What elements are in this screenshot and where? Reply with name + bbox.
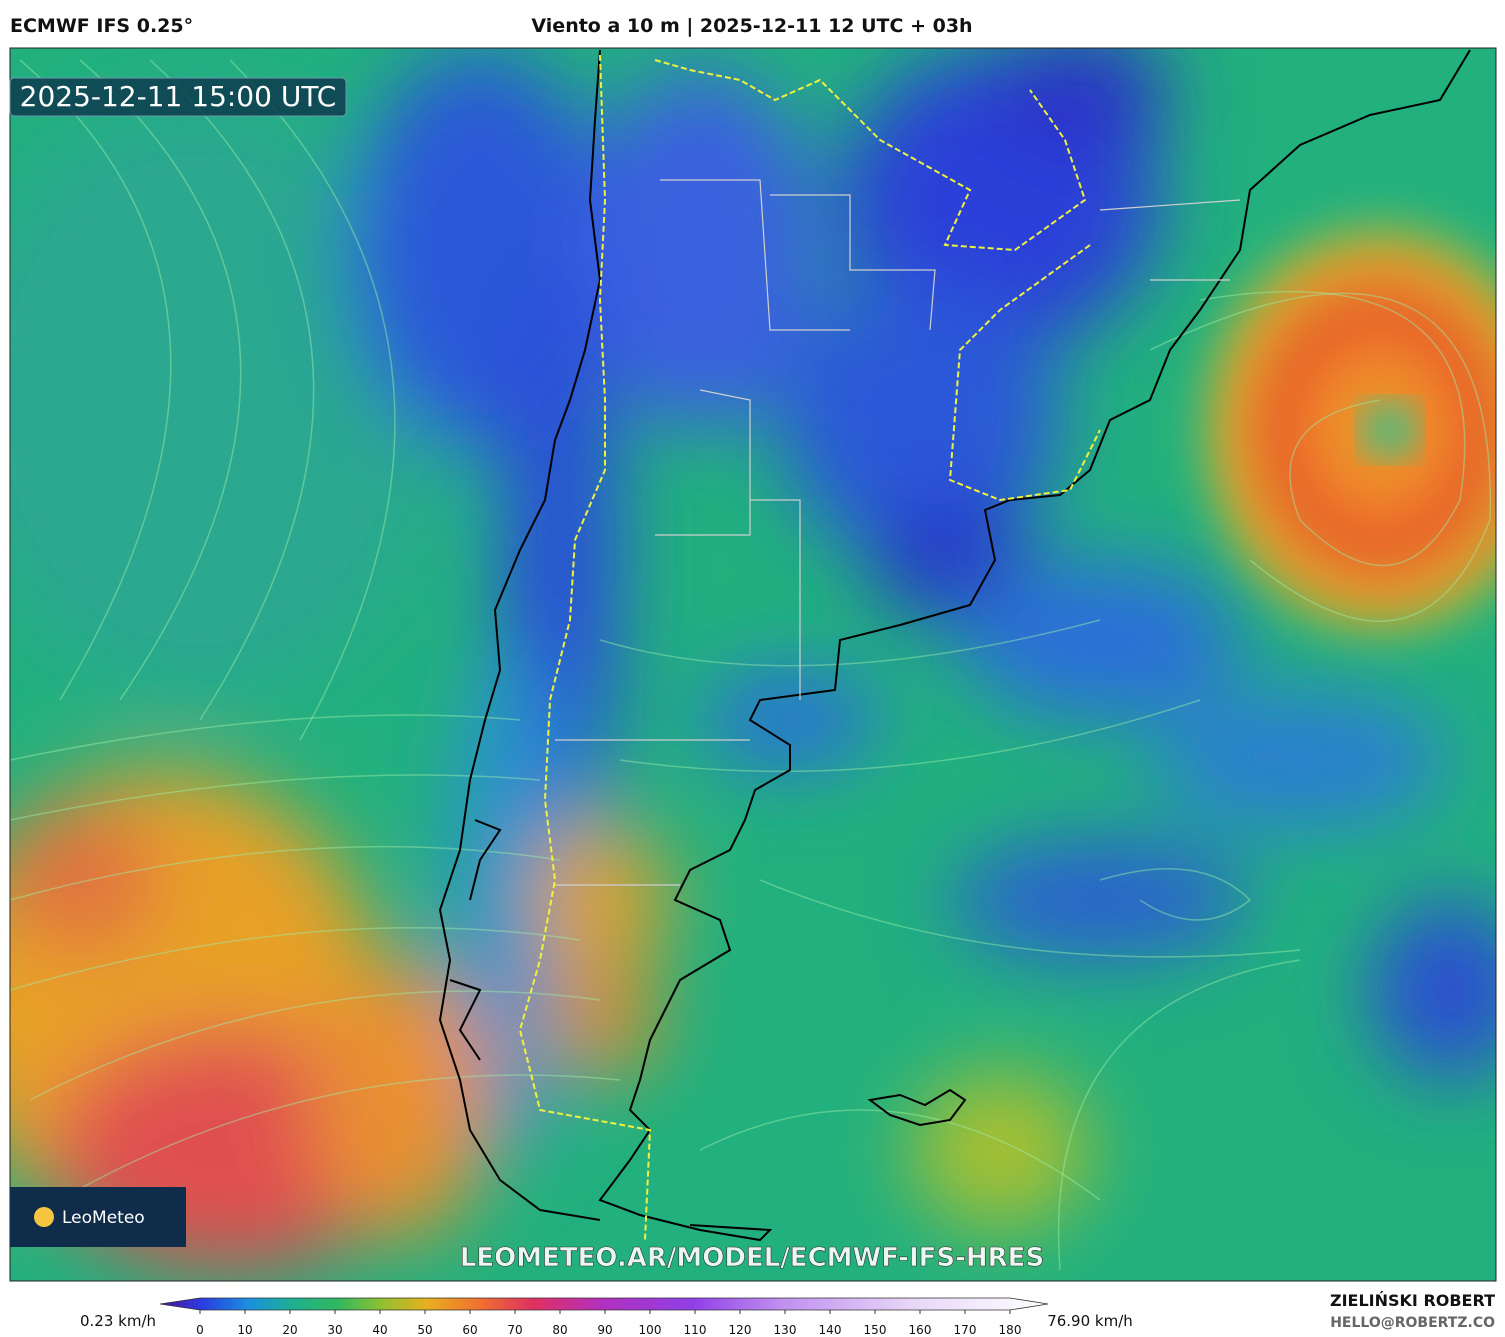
colorbar-tick-label: 20 [282, 1323, 297, 1337]
colorbar-tick-label: 130 [774, 1323, 797, 1337]
time-badge [9, 77, 347, 117]
model-label: ECMWF IFS 0.25° [10, 15, 193, 37]
credit-author: ZIELIŃSKI ROBERT [1330, 1291, 1495, 1310]
country-borders [518, 54, 1101, 1241]
logo-sun [34, 1207, 54, 1227]
colorbar-tick-label: 70 [507, 1323, 522, 1337]
colorbar-tick-label: 60 [462, 1323, 477, 1337]
colorbar-tick-label: 160 [909, 1323, 932, 1337]
valid-time: 2025-12-11 15:00 UTC [20, 80, 337, 113]
logo-text: LeoMeteo [62, 1208, 145, 1228]
colorbar-tick-label: 30 [327, 1323, 342, 1337]
colorbar-tick-label: 0 [196, 1323, 204, 1337]
colorbar-tick-label: 110 [684, 1323, 707, 1337]
watermark: LEOMETEO.AR/MODEL/ECMWF-IFS-HRES [460, 1243, 1044, 1273]
map-frame [9, 47, 1497, 1282]
colorbar-max: 76.90 km/h [1047, 1312, 1133, 1330]
colorbar-tick-label: 50 [417, 1323, 432, 1337]
colorbar-tick-label: 100 [639, 1323, 662, 1337]
colorbar-tick-label: 180 [999, 1323, 1022, 1337]
colorbar-tick-label: 40 [372, 1323, 387, 1337]
colorbar-ramp [159, 1297, 1049, 1311]
cyclone-wind [1180, 200, 1496, 660]
colorbar-min: 0.23 km/h [80, 1312, 156, 1330]
streamlines [10, 59, 1491, 1271]
province-borders [555, 179, 1241, 886]
map-title: Viento a 10 m | 2025-12-11 12 UTC + 03h [531, 15, 972, 37]
credit-email: HELLO@ROBERTZ.CO [1330, 1315, 1495, 1331]
colorbar-tick-label: 140 [819, 1323, 842, 1337]
cyclone-eye [1360, 400, 1420, 460]
colorbar-tick-label: 150 [864, 1323, 887, 1337]
colorbar-tick-label: 120 [729, 1323, 752, 1337]
colorbar-tick-label: 90 [597, 1323, 612, 1337]
wind-field [10, 48, 1496, 1270]
wind-map [10, 48, 1496, 1281]
colorbar-tick-label: 80 [552, 1323, 567, 1337]
colorbar-tick-label: 10 [237, 1323, 252, 1337]
colorbar-tick-label: 170 [954, 1323, 977, 1337]
colorbar: 0 10 20 30 40 50 60 70 80 90 100 110 120 130 140 150 160… [159, 1297, 1049, 1337]
